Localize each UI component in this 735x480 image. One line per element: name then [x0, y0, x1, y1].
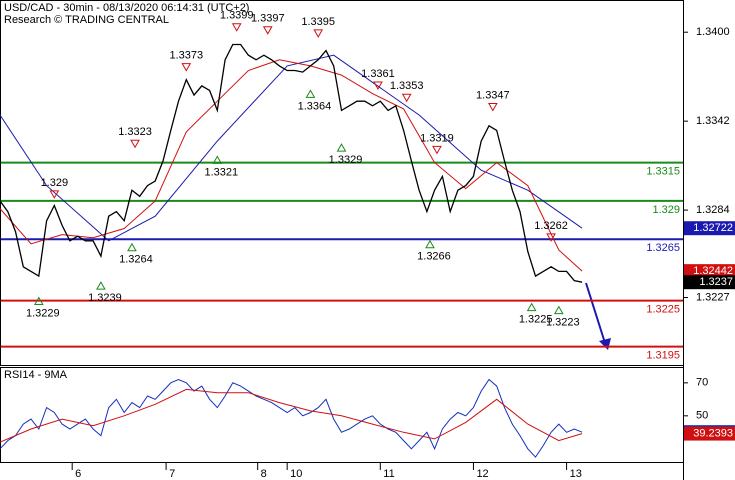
- value-tag: [684, 264, 735, 279]
- high-marker: [487, 102, 498, 112]
- high-label: 1.3319: [420, 132, 454, 144]
- low-label: 1.3264: [119, 254, 153, 266]
- rsi-panel: [0, 367, 684, 463]
- value-tag-label: 39.2393: [693, 427, 733, 439]
- value-tag: [684, 275, 735, 290]
- high-marker: [401, 93, 412, 103]
- low-marker: [212, 155, 223, 164]
- value-tag-label: 1.32722: [693, 222, 733, 234]
- high-marker: [262, 26, 273, 35]
- series-line: [0, 378, 583, 458]
- high-marker: [432, 145, 442, 155]
- high-label: 1.3347: [476, 89, 510, 101]
- high-label: 1.3262: [534, 220, 568, 232]
- high-label: 1.3397: [251, 13, 285, 25]
- level-label: 1.3195: [646, 350, 680, 362]
- low-label: 1.3266: [417, 251, 451, 263]
- low-marker: [526, 302, 537, 312]
- low-label: 1.3229: [26, 307, 60, 319]
- y-tick-label: 1.3342: [696, 115, 730, 127]
- low-marker: [127, 242, 137, 252]
- high-marker: [546, 233, 556, 242]
- x-tick-label: 11: [383, 468, 394, 480]
- high-label: 1.3373: [169, 50, 203, 62]
- y-tick-label: 50: [696, 410, 708, 422]
- low-label: 1.3364: [298, 100, 332, 112]
- value-tag: [684, 426, 735, 441]
- x-tick-label: 6: [75, 468, 81, 480]
- low-label: 1.3329: [329, 154, 363, 166]
- forecast-arrow-head: [599, 338, 611, 350]
- x-tick-label: 10: [290, 468, 302, 480]
- low-label: 1.3225: [519, 313, 553, 325]
- high-marker: [49, 190, 60, 199]
- price-panel: [0, 0, 684, 366]
- high-label: 1.3323: [118, 126, 152, 138]
- high-marker: [231, 23, 242, 32]
- high-label: 1.3361: [361, 68, 395, 80]
- chart-title: USD/CAD - 30min - 08/13/2020 06:14:31 (U…: [4, 2, 249, 14]
- level-label: 1.3225: [646, 303, 680, 315]
- low-marker: [336, 143, 347, 152]
- y-tick-label: 1.3284: [696, 204, 730, 216]
- level-label: 1.3265: [646, 242, 680, 254]
- low-marker: [96, 281, 106, 290]
- value-tag-label: 1.3237: [699, 276, 733, 288]
- low-label: 1.3239: [88, 292, 122, 304]
- high-marker: [313, 29, 324, 38]
- x-tick-label: 13: [570, 468, 582, 480]
- value-tag-label: 1.32442: [693, 265, 733, 277]
- value-tag: [684, 221, 735, 236]
- low-marker: [305, 89, 316, 98]
- series-line: [0, 388, 583, 443]
- rsi-title: RSI14 - 9MA: [4, 369, 68, 381]
- level-label: 1.329: [652, 204, 680, 216]
- x-tick-label: 8: [261, 468, 267, 480]
- series-line: [0, 43, 583, 283]
- x-tick-label: 12: [476, 468, 488, 480]
- high-label: 1.3353: [390, 80, 424, 92]
- high-label: 1.3399: [220, 10, 254, 22]
- high-label: 1.3395: [301, 16, 335, 28]
- chart-subtitle: Research © TRADING CENTRAL: [4, 14, 169, 26]
- level-label: 1.3315: [646, 165, 680, 177]
- high-marker: [373, 81, 383, 91]
- low-marker: [425, 239, 435, 249]
- series-line: [0, 59, 583, 272]
- x-tick-label: 7: [169, 468, 175, 480]
- y-tick-label: 70: [696, 377, 708, 389]
- high-marker: [130, 139, 140, 149]
- high-marker: [181, 63, 192, 72]
- low-marker: [33, 296, 44, 305]
- low-marker: [553, 305, 564, 315]
- low-label: 1.3223: [546, 317, 580, 329]
- y-tick-label: 1.3400: [696, 26, 730, 38]
- y-tick-label: 1.3227: [696, 291, 730, 303]
- high-label: 1.329: [41, 177, 69, 189]
- series-line: [0, 54, 583, 242]
- forecast-arrow: [585, 282, 606, 344]
- low-label: 1.3321: [204, 166, 238, 178]
